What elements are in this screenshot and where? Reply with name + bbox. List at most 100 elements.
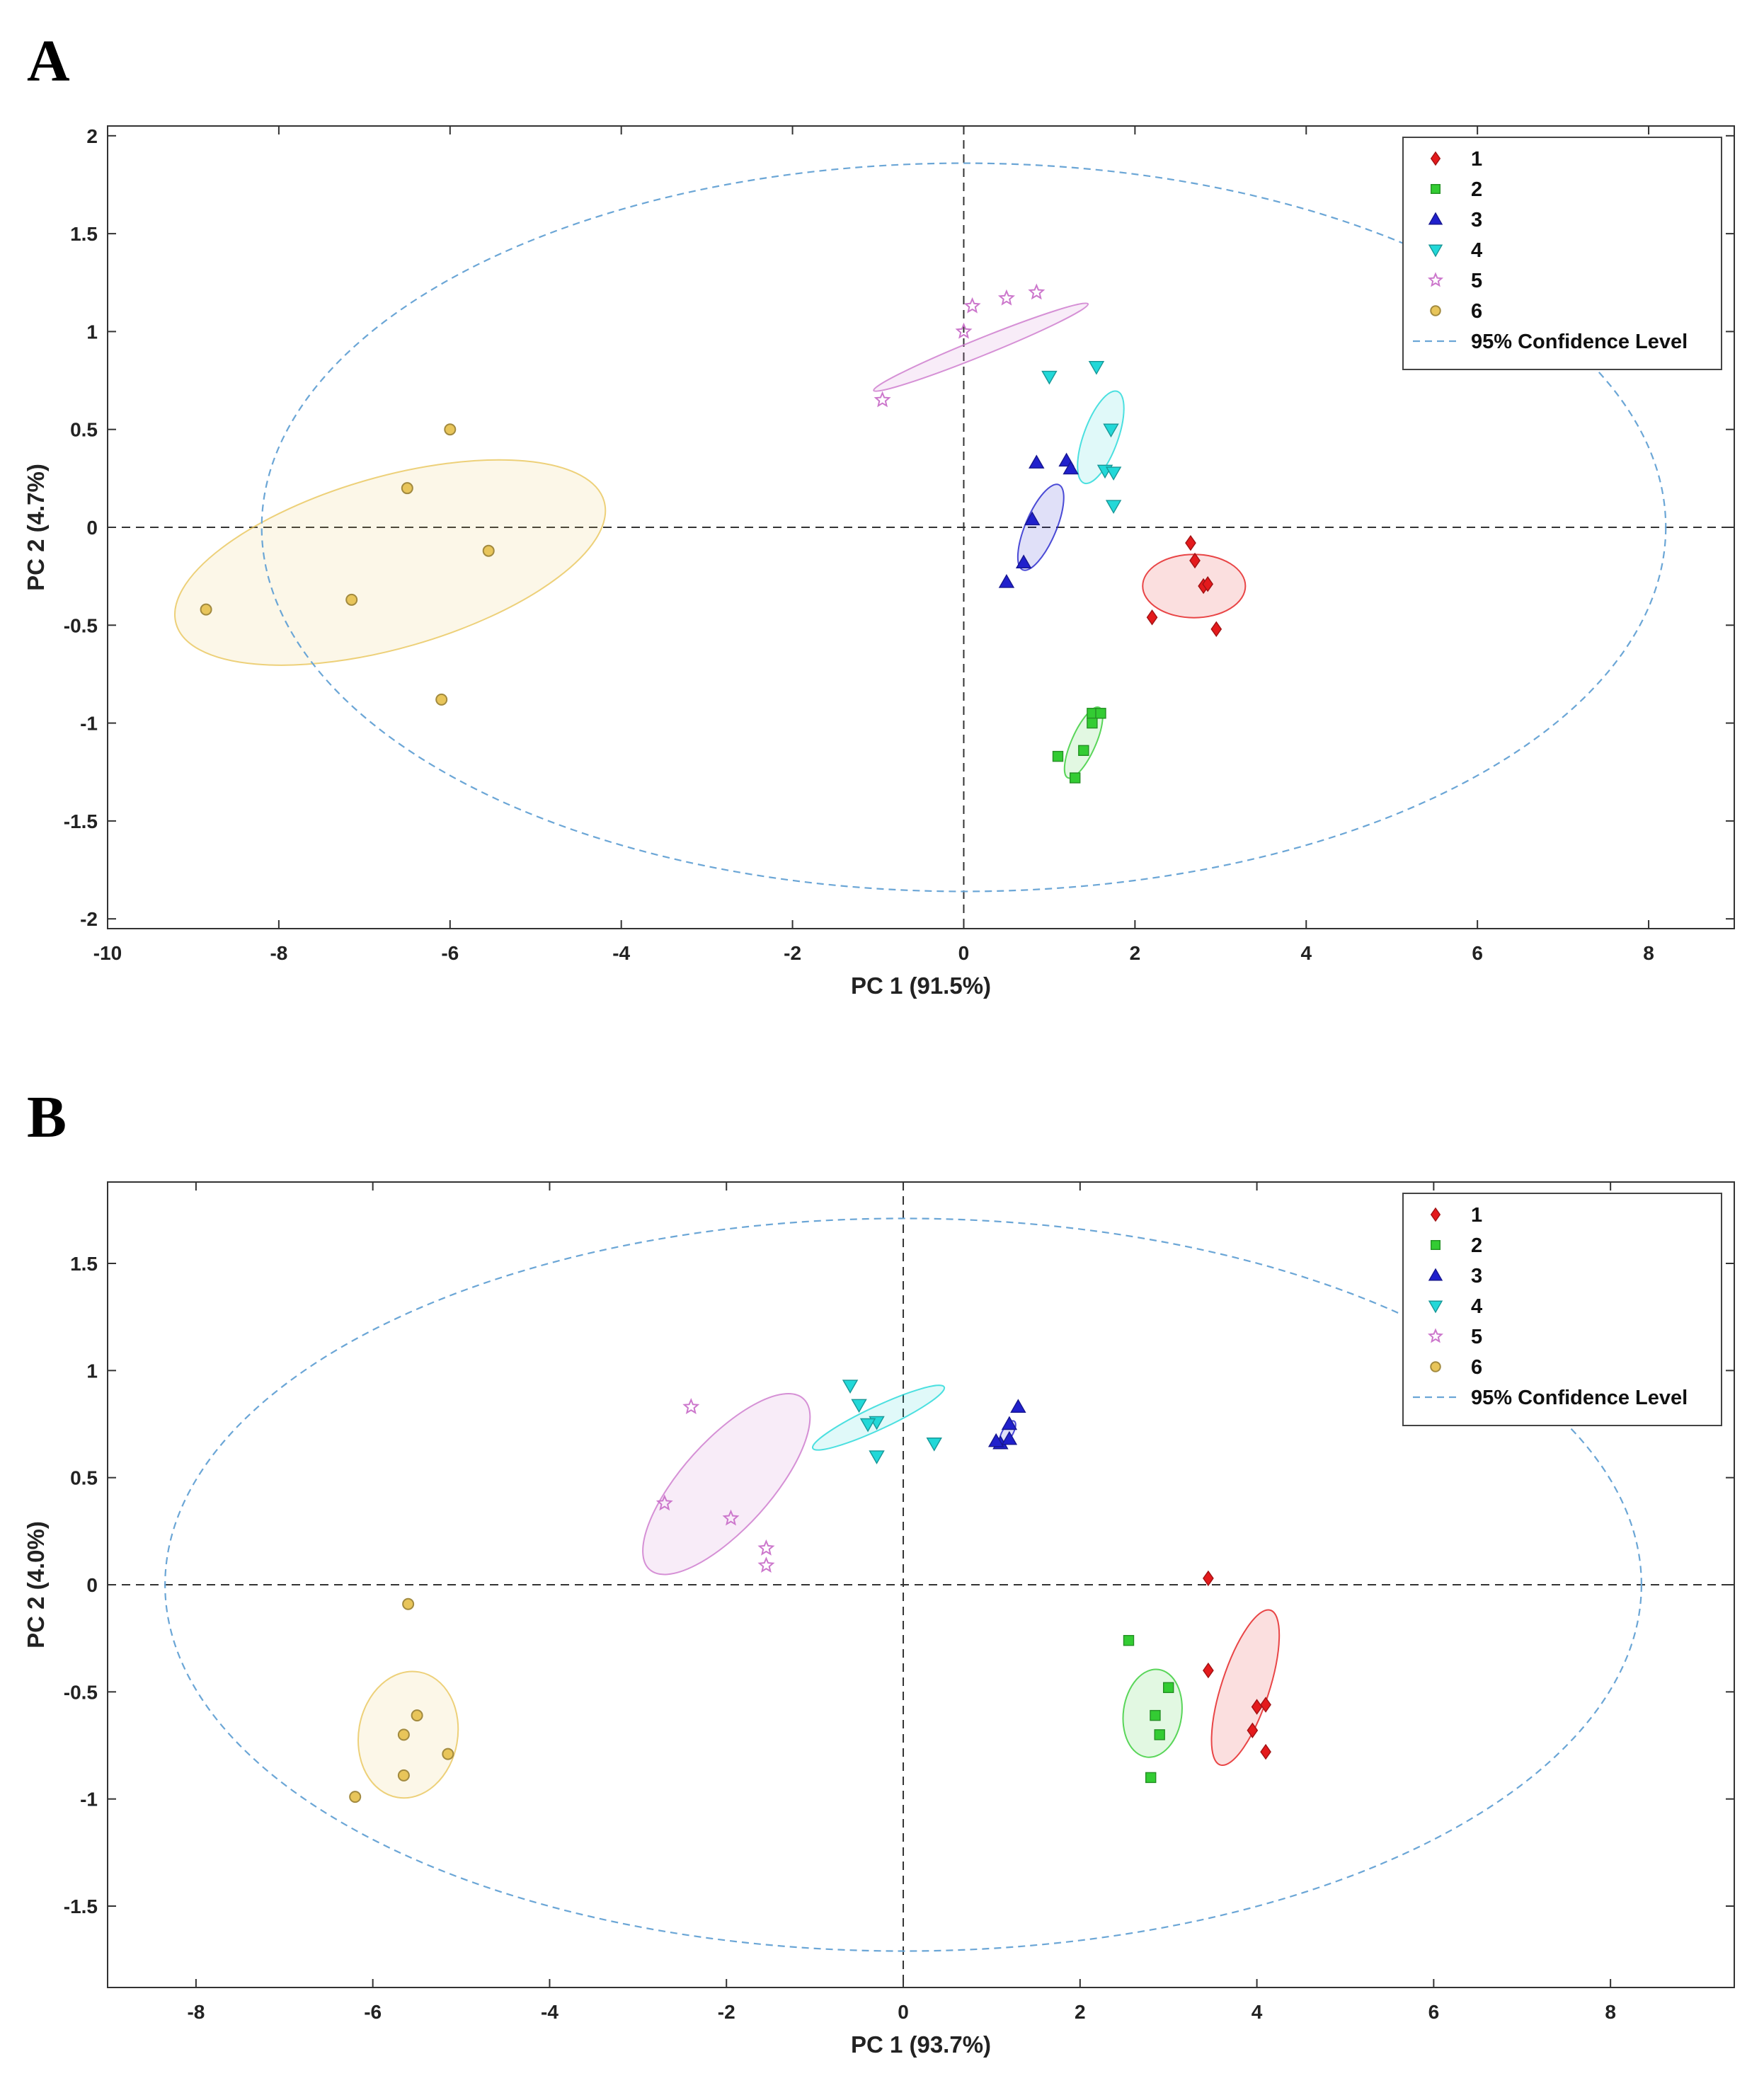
data-point — [1087, 717, 1098, 729]
legend-label-6: 6 — [1471, 1356, 1482, 1379]
y-tick-label: -1 — [80, 1789, 98, 1811]
cluster-ellipse-4 — [1077, 390, 1125, 485]
data-point — [874, 391, 891, 408]
data-point — [1203, 1570, 1214, 1587]
legend: 1 2 3 4 5 6 95% Confidence Level — [1402, 137, 1722, 370]
legend-confidence-label: 95% Confidence Level — [1471, 1387, 1688, 1409]
data-point — [1052, 750, 1064, 762]
score-plot-a: -10 -8 -6 -4 -2 0 2 4 6 8 -2 -1.5 -1 -0.5 0 0.5 1 1.5 2 PC … — [23, 125, 1735, 999]
legend-marker-3 — [1428, 212, 1443, 225]
x-axis-label: PC 1 (93.7%) — [851, 2031, 991, 2058]
series-5 — [874, 283, 1046, 408]
x-tick-label: -8 — [187, 2001, 205, 2023]
data-point — [402, 1597, 415, 1610]
legend-label-4: 4 — [1471, 1295, 1482, 1318]
data-point — [1015, 554, 1032, 568]
legend-marker-6 — [1430, 1361, 1441, 1372]
data-point — [859, 1418, 876, 1433]
x-tick-label: 8 — [1605, 2001, 1616, 2023]
y-axis-label: PC 2 (4.0%) — [23, 1521, 49, 1648]
legend-box — [1402, 137, 1722, 370]
data-point — [1105, 500, 1122, 514]
data-point — [1028, 283, 1046, 300]
confidence-ellipse — [260, 162, 1667, 893]
data-point — [397, 1769, 410, 1782]
series-2 — [1052, 708, 1106, 784]
series-1 — [1146, 534, 1222, 638]
y-tick-label: 0.5 — [70, 1467, 98, 1489]
x-tick-label: 4 — [1300, 942, 1312, 964]
legend-marker-4 — [1428, 244, 1443, 258]
data-point — [1105, 466, 1122, 481]
panel-label-a: A — [27, 28, 70, 94]
x-tick-label: 0 — [898, 2001, 909, 2023]
series-4 — [842, 1379, 942, 1464]
x-tick-label: -2 — [784, 942, 801, 964]
data-point — [1063, 460, 1079, 475]
legend-label-3: 3 — [1471, 1265, 1482, 1287]
y-tick-label: -1 — [80, 713, 98, 735]
data-point — [1202, 575, 1214, 592]
data-point — [1162, 1682, 1174, 1693]
legend-marker-2 — [1430, 1239, 1441, 1250]
panel-label-b: B — [27, 1084, 67, 1150]
data-point — [200, 603, 212, 616]
data-point — [1078, 745, 1089, 757]
legend-marker-2 — [1430, 184, 1441, 195]
legend-marker-1 — [1430, 151, 1441, 166]
x-tick-label: 0 — [958, 942, 970, 964]
legend-marker-6 — [1430, 305, 1441, 316]
legend-marker-3 — [1428, 1268, 1443, 1281]
y-tick-label: -0.5 — [64, 614, 98, 636]
data-point — [482, 544, 495, 557]
data-point — [987, 1433, 1004, 1447]
legend-label-1: 1 — [1471, 1204, 1482, 1227]
y-tick-label: 1.5 — [70, 223, 98, 245]
data-point — [963, 297, 981, 314]
data-point — [1123, 1634, 1135, 1646]
x-tick-label: -4 — [612, 942, 630, 964]
series-2 — [1123, 1634, 1174, 1784]
legend-label-3: 3 — [1471, 209, 1482, 231]
legend: 1 2 3 4 5 6 95% Confidence Level — [1402, 1193, 1722, 1426]
data-point — [1210, 621, 1222, 638]
x-tick-label: 4 — [1252, 2001, 1263, 2023]
data-point — [349, 1791, 362, 1803]
x-tick-label: -10 — [93, 942, 122, 964]
x-tick-label: -8 — [270, 942, 287, 964]
data-point — [1070, 772, 1081, 784]
legend-label-2: 2 — [1471, 1234, 1482, 1257]
data-point — [1251, 1699, 1263, 1715]
data-point — [998, 574, 1015, 588]
y-tick-label: -1.5 — [64, 1895, 98, 1917]
x-tick-label: 6 — [1428, 2001, 1440, 2023]
data-point — [444, 423, 457, 436]
legend-box — [1402, 1193, 1722, 1426]
legend-label-6: 6 — [1471, 300, 1482, 323]
x-tick-label: 2 — [1130, 942, 1141, 964]
y-tick-label: 0 — [86, 517, 98, 539]
data-point — [722, 1509, 740, 1526]
data-point — [1041, 370, 1058, 385]
data-point — [851, 1399, 867, 1413]
legend-label-5: 5 — [1471, 1326, 1482, 1348]
x-tick-label: -6 — [364, 2001, 382, 2023]
x-tick-label: -4 — [541, 2001, 559, 2023]
legend-marker-4 — [1428, 1300, 1443, 1314]
x-tick-label: 6 — [1472, 942, 1483, 964]
data-point — [435, 693, 448, 706]
data-point — [869, 1450, 885, 1464]
data-point — [926, 1438, 942, 1452]
y-tick-label: -1.5 — [64, 810, 98, 832]
data-point — [1145, 1772, 1157, 1784]
data-point — [401, 482, 413, 495]
legend-marker-1 — [1430, 1207, 1441, 1222]
legend-label-2: 2 — [1471, 178, 1482, 201]
data-point — [1001, 1416, 1018, 1430]
data-point — [1247, 1722, 1259, 1739]
series-6 — [200, 423, 495, 706]
data-point — [1103, 423, 1119, 438]
data-point — [682, 1398, 700, 1415]
data-point — [1260, 1697, 1271, 1713]
data-point — [955, 322, 973, 339]
